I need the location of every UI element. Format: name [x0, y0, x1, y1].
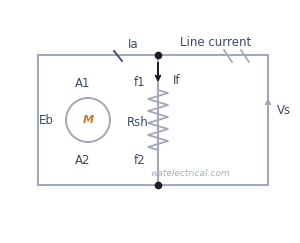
- Text: A1: A1: [75, 77, 91, 89]
- Text: Eb: Eb: [39, 113, 53, 127]
- Text: Line current: Line current: [180, 36, 252, 50]
- Text: f1: f1: [134, 76, 146, 88]
- Text: Ia: Ia: [128, 38, 138, 52]
- Text: f2: f2: [134, 154, 146, 166]
- Text: A2: A2: [75, 154, 91, 166]
- Text: watelectrical.com: watelectrical.com: [150, 168, 230, 177]
- Text: M: M: [82, 115, 94, 125]
- Text: Rsh: Rsh: [127, 115, 149, 129]
- Text: Vs: Vs: [277, 104, 291, 116]
- Circle shape: [66, 98, 110, 142]
- Text: If: If: [173, 73, 181, 87]
